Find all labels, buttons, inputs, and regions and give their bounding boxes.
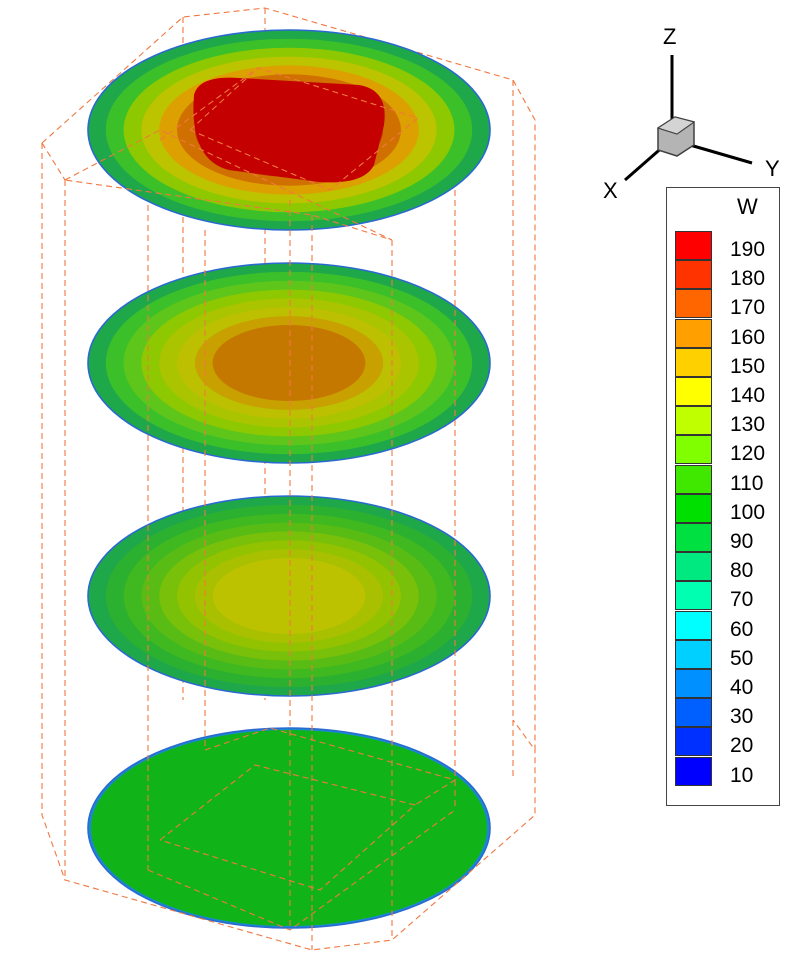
axis-triad bbox=[624, 55, 753, 182]
axis-label-y: Y bbox=[765, 156, 780, 181]
legend-tick-label: 130 bbox=[730, 413, 766, 437]
frame-edge bbox=[189, 67, 420, 191]
frame-edge bbox=[41, 143, 536, 951]
legend-tick-label: 160 bbox=[730, 325, 766, 349]
legend-tick-label: 60 bbox=[730, 617, 754, 641]
frame-edge bbox=[159, 67, 259, 141]
bounding-frame-front bbox=[41, 67, 536, 951]
legend-tick-label: 190 bbox=[730, 238, 766, 261]
contour-band bbox=[193, 77, 385, 183]
legend-tick-label: 110 bbox=[730, 471, 764, 495]
legend-swatch-60 bbox=[675, 610, 712, 640]
contour-slices bbox=[87, 29, 491, 929]
slice-rim bbox=[87, 727, 491, 929]
legend-tick-label: 40 bbox=[730, 676, 754, 699]
contour-band bbox=[212, 558, 366, 634]
legend-swatch-190 bbox=[675, 231, 712, 260]
slice-bottom bbox=[87, 727, 491, 929]
axis-cube-top bbox=[656, 116, 696, 135]
legend-tick-label: 80 bbox=[730, 559, 754, 583]
frame-edge bbox=[159, 764, 417, 891]
legend-swatch-40 bbox=[675, 669, 712, 698]
legend-tick-label: 150 bbox=[730, 354, 766, 378]
frame-edge bbox=[147, 809, 456, 931]
legend-swatch-130 bbox=[675, 406, 712, 436]
legend-tick-label: 140 bbox=[730, 384, 766, 407]
legend-title: W bbox=[737, 194, 758, 219]
slice-upper-middle bbox=[87, 262, 491, 464]
legend-swatch-110 bbox=[675, 464, 712, 494]
slice-lower-middle bbox=[87, 495, 491, 697]
legend-swatch-50 bbox=[675, 639, 712, 669]
axis-label-x: X bbox=[603, 178, 618, 203]
y-axis-line bbox=[689, 143, 753, 165]
slice-rim bbox=[87, 495, 491, 697]
legend-swatch-140 bbox=[675, 377, 712, 406]
legend-swatch-30 bbox=[675, 698, 712, 728]
legend-swatch-90 bbox=[675, 523, 712, 552]
legend-swatch-160 bbox=[675, 318, 712, 348]
slice-rim bbox=[87, 29, 491, 231]
legend-swatch-10 bbox=[675, 756, 712, 786]
legend-tick-label: 90 bbox=[730, 530, 754, 553]
legend-swatch-100 bbox=[675, 493, 712, 523]
legend-tick-label: 170 bbox=[730, 296, 766, 320]
legend-swatch-120 bbox=[675, 435, 712, 465]
legend-swatch-80 bbox=[675, 552, 712, 582]
legend-swatch-150 bbox=[675, 347, 712, 377]
legend-tick-label: 100 bbox=[730, 500, 766, 524]
axis-label-z: Z bbox=[663, 24, 677, 49]
contour-band bbox=[212, 325, 366, 401]
legend-swatch-70 bbox=[675, 581, 712, 611]
slice-top bbox=[87, 29, 491, 231]
legend-swatch-180 bbox=[675, 260, 712, 290]
legend-swatch-170 bbox=[675, 289, 712, 319]
frame-edge bbox=[64, 129, 393, 241]
frame-edge bbox=[204, 727, 457, 806]
legend-tick-label: 20 bbox=[730, 734, 754, 758]
frame-edge bbox=[41, 142, 66, 181]
legend-tick-label: 180 bbox=[730, 267, 766, 291]
legend-tick-label: 10 bbox=[730, 763, 754, 787]
legend-tick-label: 70 bbox=[730, 588, 754, 612]
legend-swatch-20 bbox=[675, 727, 712, 757]
contour-band bbox=[91, 730, 487, 926]
legend-tick-label: 50 bbox=[730, 646, 754, 670]
slice-rim bbox=[87, 262, 491, 464]
legend-tick-label: 120 bbox=[730, 442, 766, 466]
legend-tick-label: 30 bbox=[730, 705, 754, 729]
